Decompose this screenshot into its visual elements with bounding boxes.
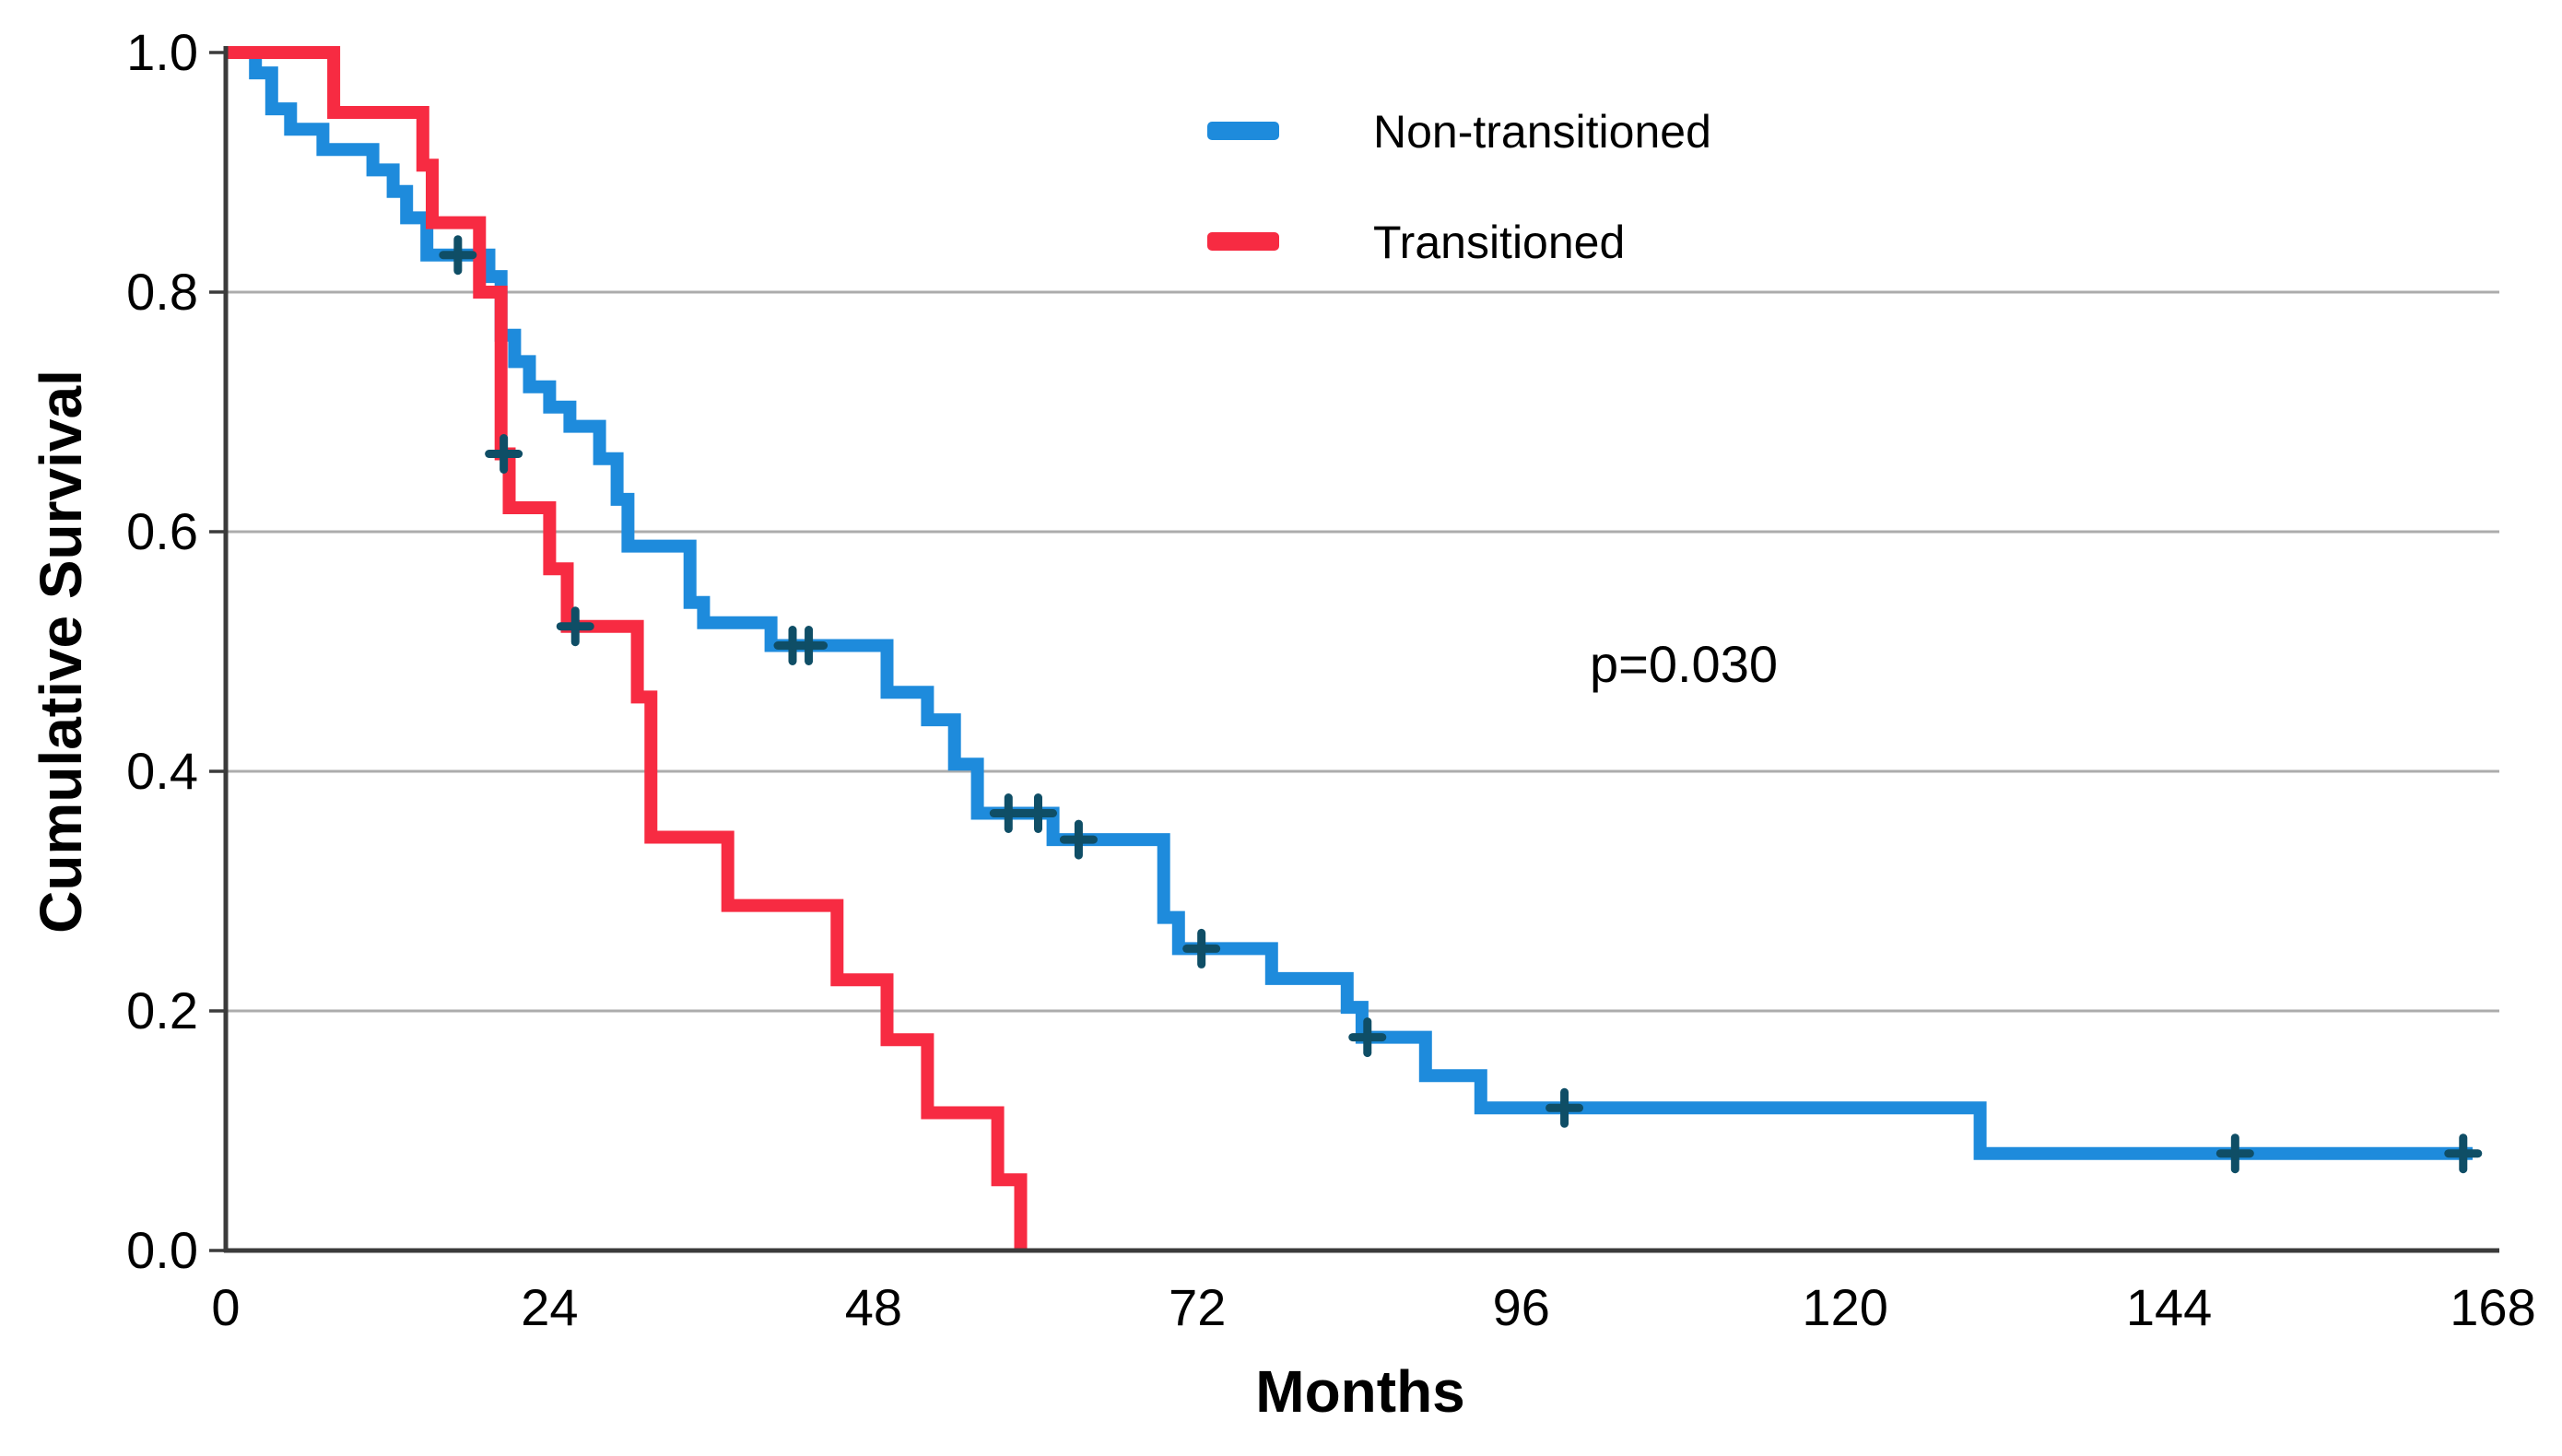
censor-mark-non-transitioned <box>1182 928 1221 969</box>
y-tick-label: 0.6 <box>126 502 198 560</box>
censor-mark-non-transitioned <box>2215 1133 2254 1174</box>
censor-mark-non-transitioned <box>439 235 477 276</box>
y-axis-title: Cumulative Survival <box>28 370 94 933</box>
y-tick-label: 0.4 <box>126 742 198 800</box>
legend-label-non-transitioned: Non-transitioned <box>1373 106 1711 158</box>
survival-curve-transitioned <box>226 46 1028 1251</box>
legend-swatch-non-transitioned <box>1207 122 1279 140</box>
x-tick-label: 144 <box>2126 1278 2212 1336</box>
survival-curve-non-transitioned <box>226 46 2473 1160</box>
y-tick-label: 0.2 <box>126 981 198 1039</box>
gridlines <box>226 290 2499 1013</box>
censor-mark-non-transitioned <box>1348 1017 1387 1058</box>
x-tick-label: 48 <box>845 1278 902 1336</box>
censor-mark-non-transitioned <box>1545 1087 1584 1128</box>
y-tick-label: 0.0 <box>126 1221 198 1279</box>
censor-mark-transitioned <box>556 606 594 647</box>
censor-mark-non-transitioned <box>790 626 829 665</box>
legend-label-transitioned: Transitioned <box>1373 217 1625 268</box>
legend-swatch-transitioned <box>1207 232 1279 251</box>
axes <box>223 46 2499 1253</box>
x-tick-label: 120 <box>1802 1278 1887 1336</box>
x-tick-label: 96 <box>1493 1278 1550 1336</box>
censor-mark-non-transitioned <box>1019 793 1057 833</box>
x-tick-label: 0 <box>211 1278 240 1336</box>
censor-mark-non-transitioned <box>2444 1133 2483 1174</box>
x-tick-label: 72 <box>1169 1278 1226 1336</box>
x-axis-title: Months <box>1255 1358 1465 1425</box>
survival-curves <box>226 46 2473 1251</box>
p-value-annotation: p=0.030 <box>1590 635 1778 693</box>
x-tick-label: 168 <box>2450 1278 2535 1336</box>
legend: Non-transitioned Transitioned <box>1207 106 1711 268</box>
censor-mark-non-transitioned <box>1059 819 1098 860</box>
y-tick-label: 0.8 <box>126 263 198 321</box>
censor-mark-non-transitioned <box>989 793 1028 833</box>
censor-mark-transitioned <box>485 434 523 474</box>
tick-labels: 1.0 0.8 0.6 0.4 0.2 0.00 24 48 72 96 120 144 168 <box>126 23 2536 1336</box>
x-tick-label: 24 <box>521 1278 578 1336</box>
censor-marks <box>439 235 2483 1174</box>
y-tick-label: 1.0 <box>126 23 198 81</box>
